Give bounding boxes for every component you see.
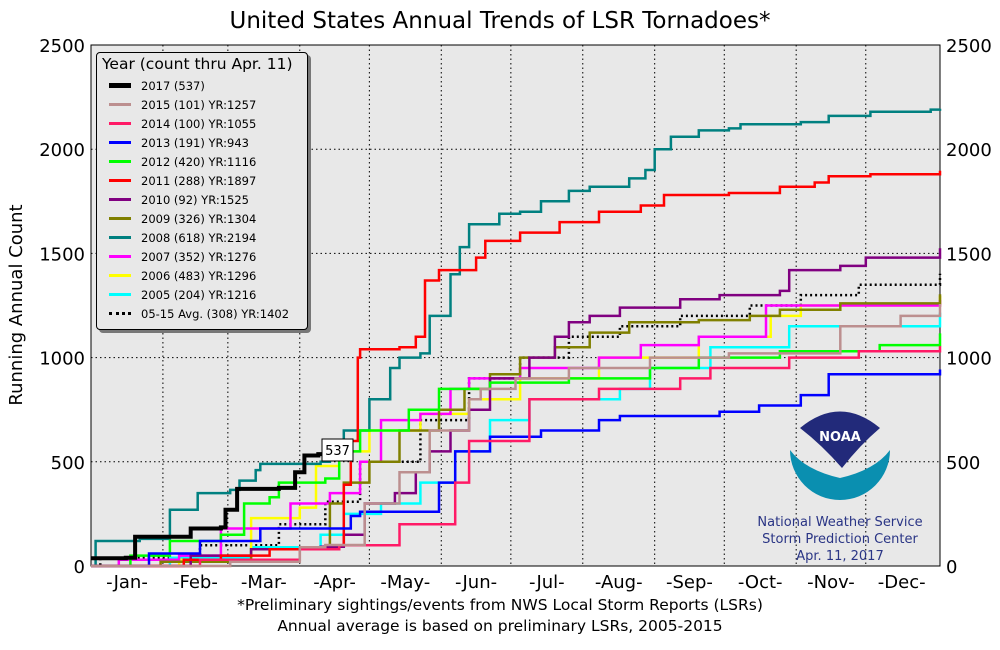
legend-label: 2012 (420) YR:1116	[141, 154, 257, 169]
series-line-8	[91, 108, 942, 568]
legend-item: 2010 (92) YR:1525	[97, 190, 307, 209]
noaa-logo: NOAA	[790, 411, 890, 500]
y-tick-label-right: 1000	[946, 349, 992, 370]
credit-line-2: Storm Prediction Center	[762, 532, 918, 547]
x-tick-label: -May-	[380, 572, 430, 593]
y-tick-label-right: 500	[946, 453, 980, 474]
legend-item: 2012 (420) YR:1116	[97, 152, 307, 171]
legend-item: 2005 (204) YR:1216	[97, 285, 307, 304]
legend-item: 2006 (483) YR:1296	[97, 266, 307, 285]
legend-swatch	[109, 141, 131, 144]
x-tick-label: -Jan-	[106, 572, 148, 593]
legend: Year (count thru Apr. 11) 2017 (537) 2015…	[96, 52, 308, 330]
series-line-7	[91, 294, 942, 568]
y-tick-label-left: 2000	[39, 140, 85, 161]
legend-label: 2013 (191) YR:943	[141, 135, 249, 150]
y-tick-label-right: 0	[946, 557, 957, 578]
legend-swatch	[109, 274, 131, 277]
series-line-2	[91, 346, 942, 568]
x-tick-label: -Sep-	[666, 572, 713, 593]
x-tick-label: -Feb-	[173, 572, 218, 593]
legend-swatch	[109, 217, 131, 220]
legend-swatch	[109, 179, 131, 182]
y-tick-label-left: 500	[51, 453, 85, 474]
legend-label: 2006 (483) YR:1296	[141, 268, 257, 283]
x-tick-label: -Nov-	[807, 572, 855, 593]
legend-swatch	[109, 160, 131, 163]
x-tick-label: -Jul-	[529, 572, 565, 593]
y-tick-label-left: 1000	[39, 349, 85, 370]
x-tick-label: -Apr-	[313, 572, 356, 593]
value-annotation: 537	[321, 438, 354, 462]
series-line-3	[91, 369, 942, 568]
credit-block: National Weather Service Storm Predictio…	[745, 514, 935, 565]
legend-item: 2013 (191) YR:943	[97, 133, 307, 152]
legend-item: 05-15 Avg. (308) YR:1402	[97, 304, 307, 323]
legend-label: 2015 (101) YR:1257	[141, 97, 257, 112]
series-line-0	[91, 452, 326, 561]
legend-swatch	[109, 255, 131, 258]
y-tick-label-right: 2000	[946, 140, 992, 161]
legend-item: 2017 (537)	[97, 76, 307, 95]
legend-item: 2015 (101) YR:1257	[97, 95, 307, 114]
legend-swatch	[109, 293, 131, 296]
legend-item: 2007 (352) YR:1276	[97, 247, 307, 266]
x-tick-label: -Jun-	[455, 572, 497, 593]
legend-title: Year (count thru Apr. 11)	[102, 55, 293, 73]
legend-label: 2005 (204) YR:1216	[141, 287, 257, 302]
legend-label: 05-15 Avg. (308) YR:1402	[141, 306, 290, 321]
legend-item: 2014 (100) YR:1055	[97, 114, 307, 133]
legend-swatch	[109, 312, 131, 315]
legend-label: 2010 (92) YR:1525	[141, 192, 249, 207]
legend-swatch	[109, 236, 131, 239]
legend-label: 2011 (288) YR:1897	[141, 173, 257, 188]
legend-label: 2014 (100) YR:1055	[141, 116, 257, 131]
legend-label: 2017 (537)	[141, 78, 205, 93]
y-tick-label-right: 2500	[946, 36, 992, 57]
axis-ticks: 0 0 500 500 1000 1000 1500 1500 2000 2000 2500 2500…	[39, 36, 992, 593]
series-line-9	[91, 300, 942, 568]
y-tick-label-left: 2500	[39, 36, 85, 57]
y-tick-label-left: 0	[74, 557, 85, 578]
y-axis-label: Running Annual Count	[6, 204, 27, 405]
noaa-logo-text: NOAA	[819, 430, 861, 445]
x-tick-label: -Aug-	[595, 572, 643, 593]
credit-line-3: Apr. 11, 2017	[796, 549, 884, 564]
y-tick-label-left: 1500	[39, 244, 85, 265]
x-tick-label: -Dec-	[878, 572, 926, 593]
footnote-2: Annual average is based on preliminary L…	[277, 617, 723, 635]
chart-title: United States Annual Trends of LSR Torna…	[229, 8, 771, 34]
series-line-1	[91, 304, 942, 568]
y-tick-label-right: 1500	[946, 244, 992, 265]
legend-label: 2008 (618) YR:2194	[141, 230, 257, 245]
legend-label: 2007 (352) YR:1276	[141, 249, 257, 264]
x-tick-label: -Mar-	[241, 572, 287, 593]
legend-swatch	[109, 122, 131, 125]
legend-item: 2009 (326) YR:1304	[97, 209, 307, 228]
grid	[91, 45, 940, 566]
annotation-537: 537	[325, 444, 350, 459]
legend-swatch	[109, 103, 131, 106]
footnote-1: *Preliminary sightings/events from NWS L…	[237, 596, 763, 614]
legend-item: 2008 (618) YR:2194	[97, 228, 307, 247]
credit-line-1: National Weather Service	[757, 515, 923, 530]
legend-item: 2011 (288) YR:1897	[97, 171, 307, 190]
legend-label: 2009 (326) YR:1304	[141, 211, 257, 226]
legend-swatch	[109, 198, 131, 201]
x-tick-label: -Oct-	[738, 572, 783, 593]
series-lines	[91, 108, 942, 568]
legend-swatch	[109, 83, 131, 88]
